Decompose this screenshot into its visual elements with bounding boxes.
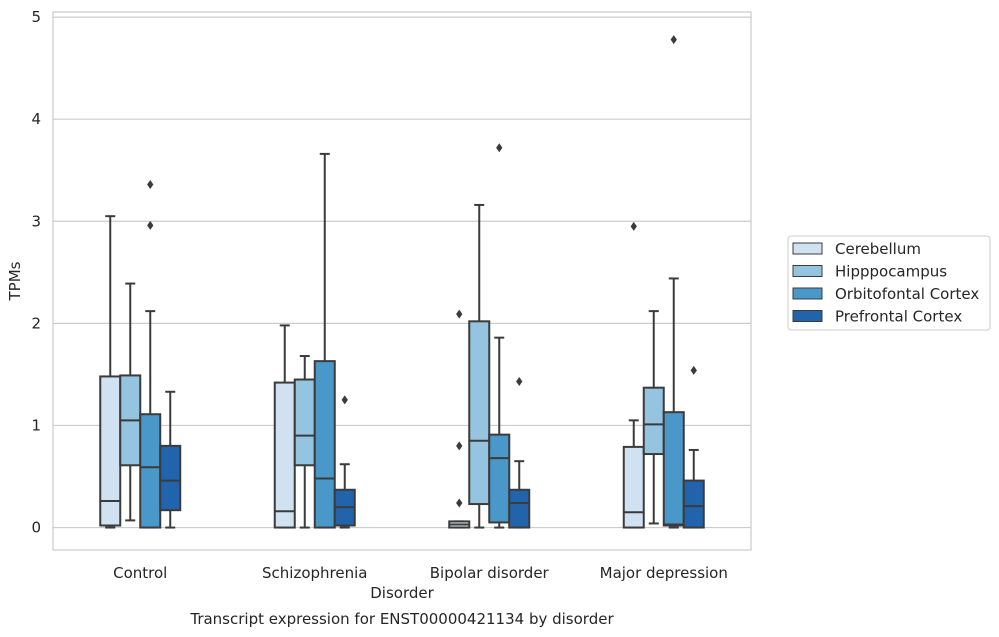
x-tick-label: Schizophrenia [262, 564, 367, 582]
box-group [448, 143, 531, 529]
y-tick-label: 0 [31, 519, 41, 537]
y-tick-label: 2 [31, 314, 41, 332]
legend-swatch [792, 287, 823, 300]
x-tick-labels: Control Schizophrenia Bipolar disorder Majo… [113, 564, 728, 582]
legend-swatch [792, 310, 823, 322]
legend: Cerebellum Hipppocampus Orbitofontal Corte… [787, 235, 991, 331]
box-group [99, 180, 182, 529]
outlier-point [147, 220, 154, 230]
box [159, 444, 182, 512]
box [508, 488, 531, 529]
outlier-point [456, 498, 463, 508]
outlier-point [516, 377, 523, 387]
x-tick-label: Control [113, 564, 167, 582]
outlier-point [630, 221, 637, 231]
y-tick-label: 1 [31, 416, 41, 434]
outlier-point [147, 180, 154, 190]
y-tick-label: 4 [31, 110, 41, 128]
outlier-point [341, 395, 348, 405]
legend-swatch [792, 242, 823, 255]
legend-label: Orbitofontal Cortex [835, 285, 979, 303]
legend-item: Cerebellum [792, 240, 921, 258]
legend-frame [787, 235, 991, 331]
legend-label: Prefrontal Cortex [835, 308, 962, 326]
legend-swatch [792, 265, 823, 277]
outlier-point [456, 309, 463, 319]
box [99, 375, 122, 527]
chart-caption: Transcript expression for ENST0000042113… [189, 610, 614, 628]
outlier-point [670, 35, 677, 45]
box [682, 479, 705, 529]
box-groups [99, 35, 705, 529]
outlier-point [690, 365, 697, 375]
box [662, 411, 685, 527]
legend-item: Hipppocampus [792, 263, 947, 281]
y-tick-label: 5 [31, 8, 41, 26]
legend-item: Orbitofontal Cortex [792, 285, 979, 303]
box [468, 320, 491, 506]
y-axis-label: TPMs [6, 261, 24, 301]
x-tick-label: Bipolar disorder [430, 564, 550, 582]
box [622, 445, 645, 529]
y-tick-label: 3 [31, 212, 41, 230]
legend-label: Cerebellum [835, 240, 921, 258]
x-tick-label: Major depression [600, 564, 728, 582]
box [293, 378, 316, 467]
box [642, 386, 665, 456]
box [313, 360, 336, 529]
box-group [622, 35, 705, 529]
y-tick-labels: 0 1 2 3 4 5 [31, 8, 41, 536]
outlier-point [496, 143, 503, 153]
x-axis-label: Disorder [370, 584, 434, 602]
box [273, 381, 296, 529]
box [139, 413, 162, 529]
box [488, 433, 511, 524]
box-group [273, 152, 356, 529]
outlier-point [456, 441, 463, 451]
legend-label: Hipppocampus [835, 263, 947, 281]
legend-item: Prefrontal Cortex [792, 308, 962, 326]
